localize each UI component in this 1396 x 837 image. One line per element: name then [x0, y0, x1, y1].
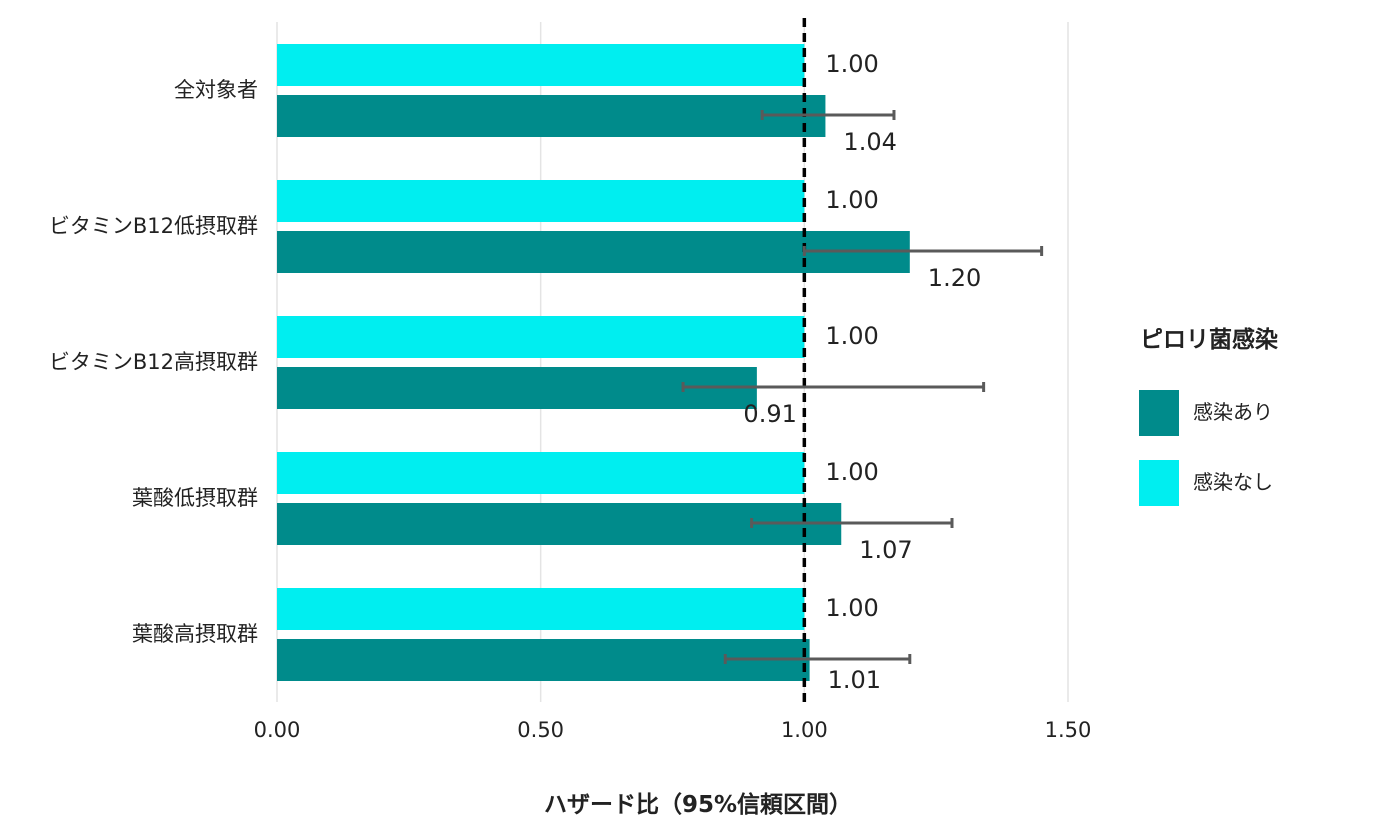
- bar-uninfected: [277, 180, 805, 222]
- legend-title: ピロリ菌感染: [1140, 326, 1278, 353]
- category-label: 全対象者: [174, 78, 258, 102]
- x-tick-label: 1.50: [1045, 718, 1092, 742]
- data-label-infected: 1.01: [828, 666, 881, 694]
- bar-infected: [277, 95, 826, 137]
- legend-swatch: [1139, 460, 1179, 506]
- category-label: ビタミンB12低摂取群: [49, 214, 258, 238]
- category-label: 葉酸低摂取群: [132, 486, 258, 510]
- legend-item-label: 感染あり: [1193, 400, 1273, 424]
- bar-uninfected: [277, 316, 805, 358]
- bars: [277, 44, 910, 681]
- error-bars: [681, 110, 1044, 664]
- data-label-uninfected: 1.00: [825, 458, 878, 486]
- legend-item-label: 感染なし: [1193, 470, 1273, 494]
- bar-infected: [277, 639, 810, 681]
- data-labels: 1.00 1.04 1.00 1.20 1.00 0.91 1.00 1.07 1.00 1.01: [743, 50, 981, 694]
- data-label-infected: 1.07: [859, 536, 912, 564]
- data-label-infected: 0.91: [743, 400, 796, 428]
- data-label-uninfected: 1.00: [825, 322, 878, 350]
- bar-infected: [277, 367, 757, 409]
- bar-uninfected: [277, 588, 805, 630]
- bar-infected: [277, 503, 842, 545]
- data-label-infected: 1.04: [843, 128, 896, 156]
- x-tick-label: 0.00: [254, 718, 301, 742]
- category-label: ビタミンB12高摂取群: [49, 350, 258, 374]
- x-tick-label: 0.50: [517, 718, 564, 742]
- x-tick-labels: 0.00 0.50 1.00 1.50: [254, 718, 1092, 742]
- x-tick-label: 1.00: [781, 718, 828, 742]
- data-label-infected: 1.20: [928, 264, 981, 292]
- data-label-uninfected: 1.00: [825, 594, 878, 622]
- legend-swatch: [1139, 390, 1179, 436]
- data-label-uninfected: 1.00: [825, 50, 878, 78]
- category-label: 葉酸高摂取群: [132, 622, 258, 646]
- data-label-uninfected: 1.00: [825, 186, 878, 214]
- bar-uninfected: [277, 452, 805, 494]
- x-axis-label: ハザード比（95%信頼区間）: [544, 791, 852, 818]
- bar-uninfected: [277, 44, 805, 86]
